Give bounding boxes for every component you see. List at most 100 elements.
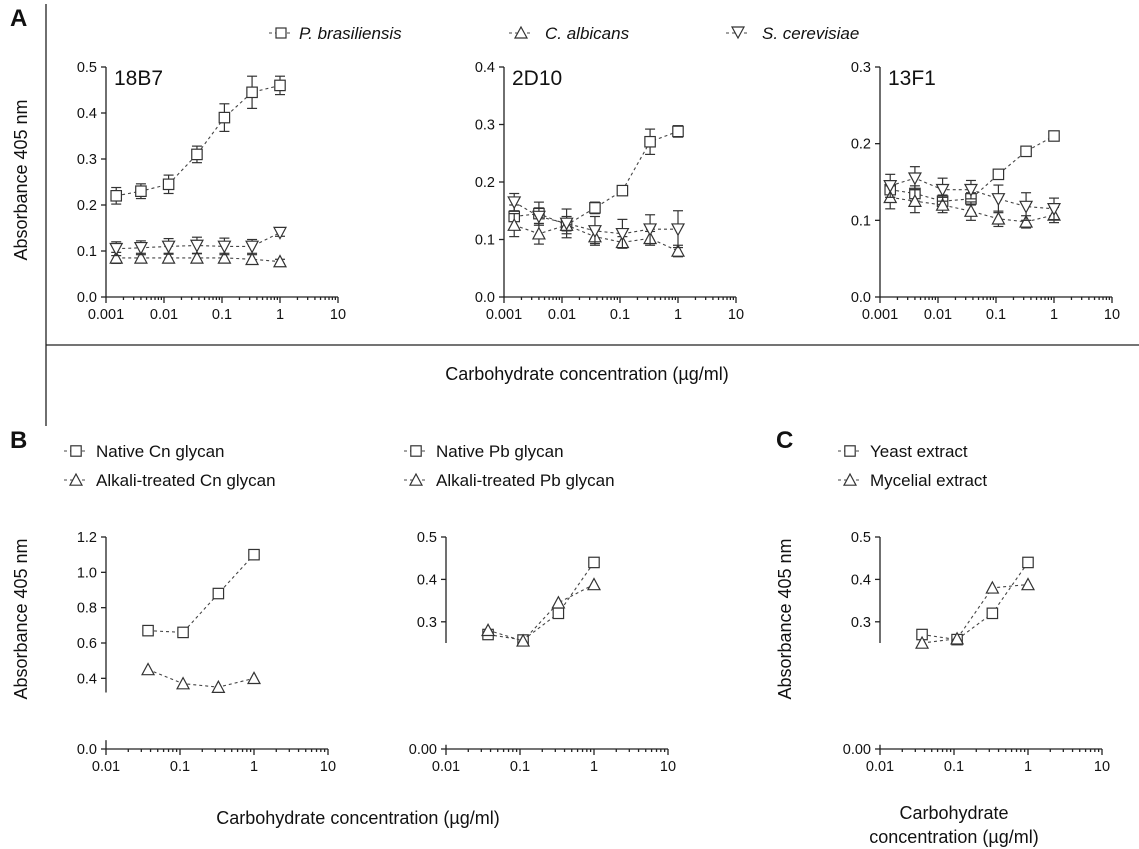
x-tick-label: 0.01: [432, 759, 460, 775]
legend-label: Native Cn glycan: [96, 442, 225, 461]
chart-cn-glycan: 0.0 0.4 0.6 0.8 1.0 1.2 0.01 0.1 1 10 Native Cn gl…: [64, 442, 336, 775]
chart-legend: Yeast extract Mycelial extract: [838, 442, 987, 490]
series-s-cerevisiae: [109, 226, 288, 257]
x-tick-label: 0.1: [212, 307, 232, 323]
data-point: [162, 178, 175, 191]
data-point: [135, 185, 147, 197]
data-point: [644, 135, 656, 148]
series-line: [487, 562, 595, 641]
data-point: [161, 250, 176, 264]
data-point: [142, 624, 154, 637]
y-tick-label: 0.4: [417, 572, 437, 588]
series-alkali-treated-pb-glycan: [481, 577, 602, 647]
x-tick-label: 10: [320, 759, 336, 775]
panel-letter-a: A: [10, 5, 27, 32]
x-tick-label: 0.001: [88, 307, 124, 323]
x-tick-label: 0.1: [170, 759, 190, 775]
legend-marker: [408, 472, 424, 486]
data-point: [272, 254, 288, 268]
data-point: [552, 607, 565, 620]
data-point: [991, 193, 1006, 207]
series-line: [921, 583, 1029, 644]
data-point: [177, 626, 189, 639]
data-point: [559, 217, 574, 231]
y-tick-label: 0.6: [77, 636, 97, 652]
data-point: [616, 184, 629, 197]
data-point: [587, 225, 602, 239]
data-point: [161, 240, 176, 254]
data-point: [212, 587, 225, 600]
x-tick-label: 0.1: [510, 759, 530, 775]
panel-a-legend: P. brasiliensis C. albicans S. cerevisia…: [269, 24, 859, 43]
data-point: [985, 580, 1000, 594]
data-point: [907, 193, 922, 207]
legend-label: Alkali-treated Cn glycan: [96, 471, 276, 490]
y-tick-label: 1.2: [77, 530, 97, 546]
y-tick-label: 0.3: [851, 60, 871, 76]
data-point: [109, 250, 124, 264]
chart-pb-glycan: 0.00 0.3 0.4 0.5 0.01 0.1 1 10 Native Pb glycan A…: [404, 442, 676, 775]
data-point: [1022, 556, 1034, 569]
series-line: [487, 583, 595, 642]
legend-item-native-cn-glycan: Native Cn glycan: [64, 442, 225, 461]
data-point: [992, 168, 1005, 181]
panel-c-x-axis-title-line-1: Carbohydrate: [899, 803, 1008, 823]
legend-label-s-cerevisiae: S. cerevisiae: [762, 24, 859, 43]
data-point: [507, 196, 522, 210]
panel-a-x-axis-title: Carbohydrate concentration (µg/ml): [445, 364, 729, 384]
data-point: [915, 635, 930, 649]
x-tick-label: 1: [276, 307, 284, 323]
data-point: [588, 556, 600, 569]
y-tick-label: 0.00: [843, 742, 871, 758]
data-point: [217, 240, 232, 254]
data-point: [670, 243, 686, 257]
data-point: [133, 250, 148, 264]
x-tick-label: 0.001: [862, 307, 898, 323]
y-tick-label: 0.5: [851, 530, 871, 546]
legend-label: Native Pb glycan: [436, 442, 564, 461]
data-point: [589, 202, 601, 214]
series-s-cerevisiae: [507, 192, 686, 249]
data-point: [963, 183, 978, 197]
series-p-brasiliensis: [110, 75, 286, 205]
data-point: [1048, 130, 1060, 142]
legend-marker: [844, 445, 856, 457]
legend-marker-square: [275, 27, 287, 39]
data-point: [110, 190, 123, 202]
legend-label: Mycelial extract: [870, 471, 987, 490]
data-point: [176, 676, 191, 690]
y-tick-label: 0.4: [475, 60, 495, 76]
y-tick-label: 0.0: [77, 742, 97, 758]
x-tick-label: 0.01: [92, 759, 120, 775]
series-native-cn-glycan: [142, 548, 260, 639]
x-tick-label: 10: [330, 307, 346, 323]
data-point: [211, 679, 226, 693]
data-point: [551, 595, 566, 609]
panel-b-x-axis-title: Carbohydrate concentration (µg/ml): [216, 808, 500, 828]
series-mycelial-extract: [915, 577, 1036, 649]
panel-c-y-axis-title: Absorbance 405 nm: [775, 538, 795, 699]
data-point: [189, 250, 204, 264]
data-point: [481, 623, 496, 637]
x-tick-label: 0.1: [944, 759, 964, 775]
panel-a-y-axis-title: Absorbance 405 nm: [11, 99, 31, 260]
data-point: [1019, 214, 1034, 228]
chart-legend: Native Cn glycan Alkali-treated Cn glycan: [64, 442, 276, 490]
series-c-albicans: [109, 250, 288, 268]
legend-label-c-albicans: C. albicans: [545, 24, 630, 43]
data-point: [1019, 200, 1034, 214]
data-point: [935, 197, 950, 211]
series-alkali-treated-cn-glycan: [141, 662, 262, 693]
series-native-pb-glycan: [482, 556, 600, 646]
series-line: [921, 562, 1029, 641]
data-point: [248, 548, 260, 561]
legend-item-alkali-treated-cn-glycan: Alkali-treated Cn glycan: [64, 471, 276, 490]
chart-legend: Native Pb glycan Alkali-treated Pb glycan: [404, 442, 615, 490]
y-tick-label: 0.3: [77, 152, 97, 168]
chart-title: 2D10: [512, 67, 562, 90]
legend-marker: [68, 472, 84, 486]
chart-extracts: 0.00 0.3 0.4 0.5 0.01 0.1 1 10 Yeast extract Myce…: [838, 442, 1110, 775]
panel-letter-c: C: [776, 427, 793, 454]
chart-title: 18B7: [114, 67, 163, 90]
